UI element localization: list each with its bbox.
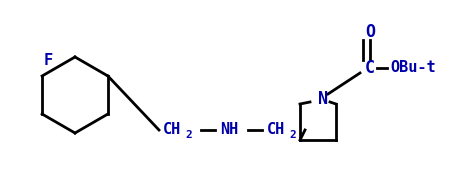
Text: CH: CH (267, 122, 285, 138)
Text: C: C (365, 59, 375, 77)
Text: CH: CH (163, 122, 181, 138)
Text: N: N (318, 90, 328, 108)
Text: 2: 2 (185, 130, 192, 140)
Text: O: O (365, 23, 375, 41)
Text: 2: 2 (289, 130, 296, 140)
Text: OBu-t: OBu-t (390, 61, 436, 75)
Text: F: F (44, 53, 53, 68)
Text: NH: NH (220, 122, 238, 138)
